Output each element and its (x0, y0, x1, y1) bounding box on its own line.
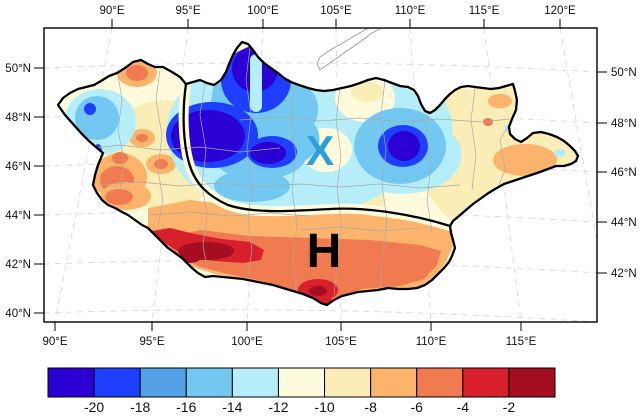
colorbar-tick-label: -6 (411, 399, 424, 415)
axis-tick-label: 44°N (5, 210, 31, 222)
axis-tick-label: 46°N (5, 161, 31, 173)
axis-tick-label: 95°E (139, 336, 164, 348)
colorbar-cell (508, 367, 556, 398)
axis-tick-label: 50°N (611, 67, 637, 79)
mongolia-border (56, 40, 580, 307)
colorbar-cell (47, 367, 95, 398)
axis-tick-label: 44°N (611, 217, 637, 229)
axes: 90°E 95°E 100°E 105°E 110°E 115°E 120°E 90°E 95°… (5, 5, 636, 348)
marker-x: X (306, 127, 334, 174)
colorbar-tick-label: -18 (130, 399, 150, 415)
colorbar-tick-label: -12 (268, 399, 288, 415)
axis-tick-label: 50°N (5, 63, 31, 75)
province-boundaries (79, 46, 513, 296)
axis-tick-label: 40°N (5, 308, 31, 320)
lake-outline (316, 28, 381, 71)
colorbar-tick-label: -2 (503, 399, 516, 415)
axis-tick-label: 42°N (5, 259, 31, 271)
axis-tick-label: 48°N (5, 112, 31, 124)
axis-tick-label: 46°N (611, 167, 637, 179)
axis-tick-label: 115°E (506, 336, 537, 348)
colorbar-tick-label: -20 (84, 399, 104, 415)
axis-tick-label: 42°N (611, 268, 637, 280)
marker-h: H (307, 225, 342, 278)
colorbar-cell (139, 367, 187, 398)
front-line (182, 82, 452, 228)
colorbar-cell (370, 367, 418, 398)
plot-frame (43, 27, 598, 323)
axis-tick-label: 100°E (231, 336, 263, 348)
colorbar-cell (93, 367, 141, 398)
colorbar-tick-label: -14 (222, 399, 242, 415)
axis-tick-label: 95°E (175, 5, 200, 17)
colorbar-cell (324, 367, 372, 398)
axis-tick-label: 110°E (395, 5, 426, 17)
colorbar: -20 -18 -16 -14 -12 -10 -8 -6 -4 -2 (47, 367, 556, 415)
axis-tick-label: 90°E (42, 336, 67, 348)
colorbar-cell (277, 367, 326, 398)
colorbar-cell (231, 367, 279, 398)
colorbar-tick-label: -10 (314, 399, 334, 415)
colorbar-cell (185, 367, 233, 398)
colorbar-tick-label: -4 (457, 399, 470, 415)
colorbar-tick-label: -16 (176, 399, 196, 415)
axis-tick-label: 105°E (320, 5, 352, 17)
colorbar-tick-label: -8 (364, 399, 377, 415)
colorbar-cell (462, 367, 510, 398)
axis-tick-label: 90°E (99, 5, 124, 17)
axis-tick-label: 105°E (325, 336, 357, 348)
colorbar-cell (416, 367, 464, 398)
axis-tick-label: 115°E (469, 5, 500, 17)
axis-tick-label: 120°E (544, 5, 576, 17)
axis-tick-label: 110°E (416, 336, 447, 348)
axis-tick-label: 48°N (611, 118, 637, 130)
axis-tick-label: 100°E (247, 5, 279, 17)
